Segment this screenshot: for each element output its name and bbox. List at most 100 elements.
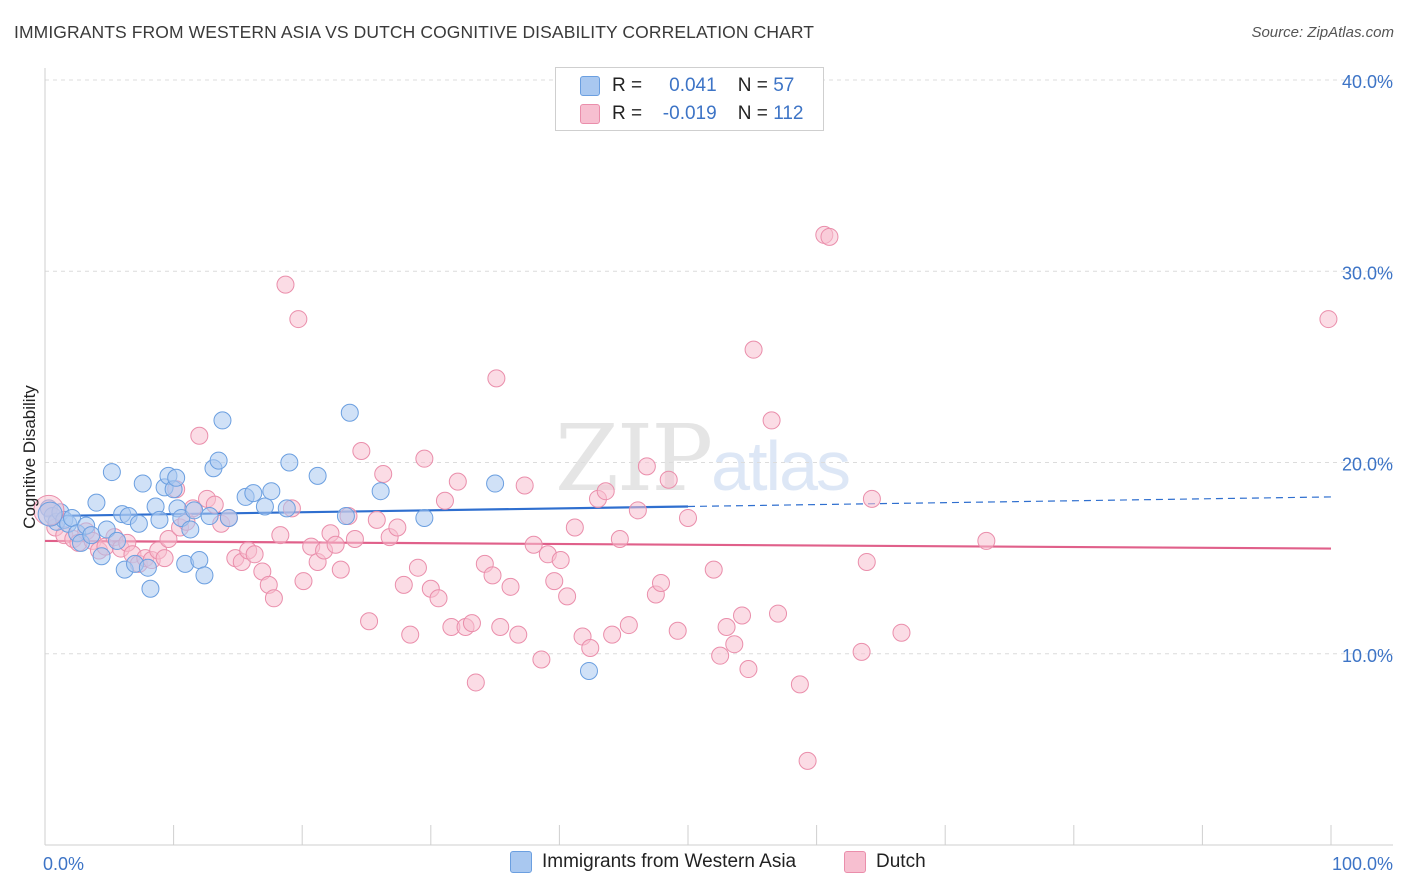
point-dutch (637, 457, 656, 476)
point-dutch (352, 442, 371, 461)
point-western-asia (486, 474, 505, 493)
point-western-asia (213, 411, 232, 430)
point-dutch (679, 508, 697, 527)
point-western-asia (92, 547, 111, 566)
point-dutch (619, 616, 638, 635)
watermark-atlas: atlas (711, 427, 851, 505)
point-dutch (892, 623, 911, 642)
legend-label: Immigrants from Western Asia (542, 851, 797, 872)
point-dutch (408, 558, 427, 577)
point-dutch (394, 575, 413, 594)
point-dutch (429, 589, 448, 608)
point-dutch (515, 476, 534, 495)
point-dutch (466, 673, 485, 692)
point-western-asia (129, 514, 148, 533)
r-value: 0.041 (669, 75, 717, 96)
watermark: ZIPatlas (555, 405, 851, 512)
trend-line-dutch (44, 539, 1332, 550)
point-western-asia (141, 579, 160, 598)
n-value: 112 (773, 103, 804, 124)
point-dutch (610, 530, 629, 548)
point-western-asia-cluster (37, 501, 63, 527)
point-dutch (245, 545, 264, 564)
r-label: R = (612, 103, 643, 124)
x-tick-label-min: 0.0% (43, 854, 84, 874)
point-dutch (596, 482, 615, 501)
point-western-asia (97, 520, 116, 539)
legend-item-dutch[interactable]: Dutch (844, 851, 926, 873)
point-dutch (659, 470, 678, 489)
point-dutch (704, 560, 723, 579)
point-dutch (762, 411, 781, 430)
y-tick-label: 30.0% (1342, 263, 1393, 283)
point-dutch (367, 510, 386, 529)
point-dutch (852, 642, 871, 661)
point-dutch (769, 604, 788, 623)
point-dutch (628, 501, 647, 520)
point-western-asia (415, 508, 434, 527)
point-western-asia (371, 482, 390, 501)
point-dutch (509, 625, 528, 644)
point-western-asia (244, 484, 263, 503)
point-dutch (977, 531, 996, 550)
legend-label: Dutch (876, 851, 926, 872)
legend-swatch-western-asia (580, 76, 600, 96)
point-western-asia (82, 526, 101, 545)
point-dutch (435, 491, 454, 510)
point-dutch (651, 573, 670, 592)
point-dutch (565, 518, 584, 537)
data-points (33, 225, 1338, 770)
point-western-asia (255, 497, 274, 516)
point-dutch (401, 625, 420, 644)
point-dutch (857, 552, 876, 571)
point-dutch (294, 572, 313, 591)
point-dutch (725, 635, 744, 654)
point-dutch (524, 535, 543, 554)
point-western-asia (262, 482, 281, 501)
source-credit: Source: ZipAtlas.com (1251, 24, 1394, 41)
point-western-asia (195, 566, 214, 585)
point-dutch (603, 625, 622, 644)
point-western-asia (209, 451, 228, 470)
r-label: R = (612, 75, 643, 96)
point-western-asia (190, 551, 209, 570)
x-tick-label-max: 100.0% (1332, 854, 1393, 874)
y-tick-label: 40.0% (1342, 72, 1393, 92)
point-dutch (558, 587, 577, 606)
y-tick-label: 20.0% (1342, 455, 1393, 475)
point-western-asia (181, 520, 200, 539)
point-dutch (360, 612, 379, 631)
legend-item-western-asia[interactable]: Immigrants from Western Asia (510, 851, 796, 873)
point-dutch (326, 535, 345, 554)
point-western-asia (579, 661, 598, 680)
point-western-asia (167, 468, 186, 487)
point-western-asia (133, 474, 152, 493)
legend-swatch-western-asia (510, 851, 532, 873)
point-dutch (415, 449, 434, 468)
y-tick-label: 10.0% (1342, 646, 1393, 666)
point-dutch (462, 614, 481, 633)
point-western-asia (340, 403, 359, 422)
point-dutch (388, 518, 407, 537)
point-dutch (820, 227, 839, 246)
point-dutch (374, 464, 393, 483)
point-dutch (448, 472, 467, 491)
point-western-asia (200, 507, 219, 526)
point-dutch (345, 530, 364, 548)
point-dutch (711, 646, 730, 665)
point-western-asia (108, 531, 127, 550)
point-western-asia (102, 463, 121, 482)
point-dutch (733, 606, 752, 625)
legend-swatch-dutch (844, 851, 866, 873)
point-dutch (739, 660, 758, 679)
series-legend: Immigrants from Western Asia Dutch (0, 851, 1406, 877)
stats-legend: R = 0.041 N = 57 R = -0.019 N = 112 (555, 67, 824, 131)
chart-title: IMMIGRANTS FROM WESTERN ASIA VS DUTCH CO… (14, 22, 815, 42)
point-dutch (159, 530, 178, 548)
trend-line-western-asia-extrapolated (687, 496, 1332, 508)
point-western-asia (150, 510, 169, 529)
point-dutch (289, 310, 308, 329)
point-western-asia (138, 558, 157, 577)
point-dutch (501, 577, 520, 596)
point-dutch (790, 675, 809, 694)
